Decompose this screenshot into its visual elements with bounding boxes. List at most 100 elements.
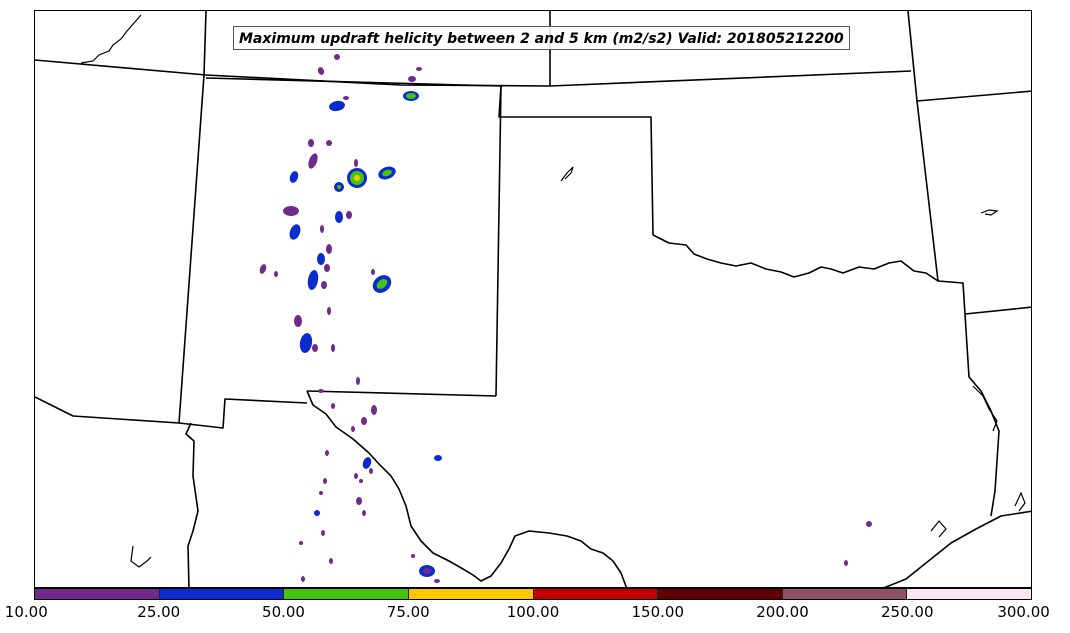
helicity-swath xyxy=(369,468,373,474)
helicity-swath xyxy=(866,521,872,527)
colorbar-segment xyxy=(781,589,907,599)
lakes-and-coastline-detail xyxy=(80,14,1026,568)
helicity-swath xyxy=(312,344,318,352)
helicity-swath xyxy=(356,377,360,385)
helicity-colorbar xyxy=(34,588,1032,600)
helicity-swath xyxy=(331,403,335,409)
lake-sam-rayburn xyxy=(1014,491,1026,512)
helicity-swath xyxy=(354,175,360,181)
boundary-rio-grande xyxy=(306,390,628,587)
colorbar-segment xyxy=(158,589,284,599)
helicity-swath xyxy=(844,560,848,566)
helicity-swaths xyxy=(259,54,872,583)
helicity-swath xyxy=(317,253,325,265)
helicity-swath xyxy=(323,478,327,484)
boundary-kansas-missouri xyxy=(907,11,1031,102)
helicity-swath xyxy=(321,530,325,536)
helicity-swath xyxy=(283,206,299,216)
state-boundaries xyxy=(35,11,1031,587)
boundary-oklahoma-panhandle xyxy=(498,85,654,236)
helicity-swath xyxy=(318,389,324,393)
helicity-swath xyxy=(321,281,327,289)
colorbar-segment xyxy=(35,589,159,599)
helicity-swath xyxy=(327,307,331,315)
colorbar-segment xyxy=(407,589,533,599)
colorbar-segment xyxy=(657,589,782,599)
boundary-arizona-south xyxy=(35,396,308,429)
helicity-swath xyxy=(408,76,416,82)
helicity-swath xyxy=(406,93,416,99)
helicity-swath xyxy=(308,153,318,169)
helicity-swath xyxy=(361,417,367,425)
river-louisiana xyxy=(972,385,998,432)
helicity-swath xyxy=(289,171,299,183)
helicity-swath xyxy=(259,264,267,274)
helicity-swath xyxy=(331,344,335,352)
helicity-swath xyxy=(416,67,422,71)
map-title: Maximum updraft helicity between 2 and 5… xyxy=(233,26,850,50)
boundary-sabine-river xyxy=(964,313,1000,517)
boundary-red-river xyxy=(652,234,939,282)
colorbar-segment xyxy=(906,589,1031,599)
helicity-swath xyxy=(334,54,340,60)
colorbar-tick-label: 150.00 xyxy=(631,603,685,621)
helicity-swath xyxy=(362,510,366,516)
helicity-swath xyxy=(356,497,362,505)
colorbar-segment xyxy=(532,589,658,599)
helicity-swath xyxy=(329,558,333,564)
helicity-swath xyxy=(299,541,303,545)
helicity-swath xyxy=(362,457,372,469)
helicity-swath xyxy=(307,270,319,290)
boundary-utah-colorado-north xyxy=(35,59,912,87)
map-panel: Maximum updraft helicity between 2 and 5… xyxy=(34,10,1032,588)
colorbar-tick-label: 25.00 xyxy=(137,603,181,621)
helicity-swath xyxy=(434,455,442,461)
colorbar-labels: 10.00 25.00 50.00 75.00 100.00 150.00 200.00 25… xyxy=(0,601,1070,623)
helicity-swath xyxy=(382,169,392,177)
boundary-new-mexico-arizona xyxy=(178,74,205,424)
colorbar-tick-label: 100.00 xyxy=(506,603,560,621)
helicity-swath xyxy=(335,211,343,223)
helicity-swath xyxy=(299,333,313,353)
helicity-swath xyxy=(371,269,375,275)
colorbar-tick-label: 200.00 xyxy=(756,603,809,621)
helicity-swath xyxy=(354,473,358,479)
helicity-swath xyxy=(301,576,305,582)
helicity-swath xyxy=(294,315,302,327)
helicity-swath xyxy=(371,405,377,415)
colorbar-tick-label: 75.00 xyxy=(386,603,430,621)
helicity-swath xyxy=(274,271,278,277)
reservoir-oklahoma xyxy=(560,166,574,182)
boundary-new-mexico-east xyxy=(495,85,502,397)
helicity-swath xyxy=(423,568,431,574)
helicity-swath xyxy=(324,264,330,272)
colorbar-tick-label: 250.00 xyxy=(881,603,934,621)
colorbar-tick-label: 10.00 xyxy=(4,603,48,621)
reservoir-missouri xyxy=(980,209,999,216)
helicity-swath xyxy=(351,426,355,432)
coastline-galveston xyxy=(930,520,947,538)
helicity-swath xyxy=(329,100,345,112)
helicity-swath xyxy=(308,139,314,147)
boundary-colorado-nebraska-west xyxy=(203,11,207,76)
boundary-arkansas-oklahoma xyxy=(916,100,1031,315)
coastline-gulf xyxy=(883,510,1031,587)
helicity-swath xyxy=(317,67,325,75)
helicity-swath xyxy=(314,510,320,516)
colorbar-tick-label: 50.00 xyxy=(262,603,305,621)
helicity-swath xyxy=(411,554,415,558)
helicity-swath xyxy=(325,450,329,456)
helicity-swath xyxy=(326,140,332,146)
helicity-swath xyxy=(289,224,301,240)
helicity-swath xyxy=(434,579,440,583)
helicity-swath xyxy=(376,279,388,289)
helicity-swath xyxy=(337,185,341,189)
helicity-swath xyxy=(319,491,323,495)
boundary-colorado-south xyxy=(205,77,502,87)
helicity-swath xyxy=(343,96,349,100)
helicity-swath xyxy=(320,225,324,233)
map-canvas xyxy=(35,11,1031,587)
great-salt-lake xyxy=(80,14,142,64)
helicity-swath xyxy=(354,159,358,167)
salton-sea xyxy=(130,545,152,568)
